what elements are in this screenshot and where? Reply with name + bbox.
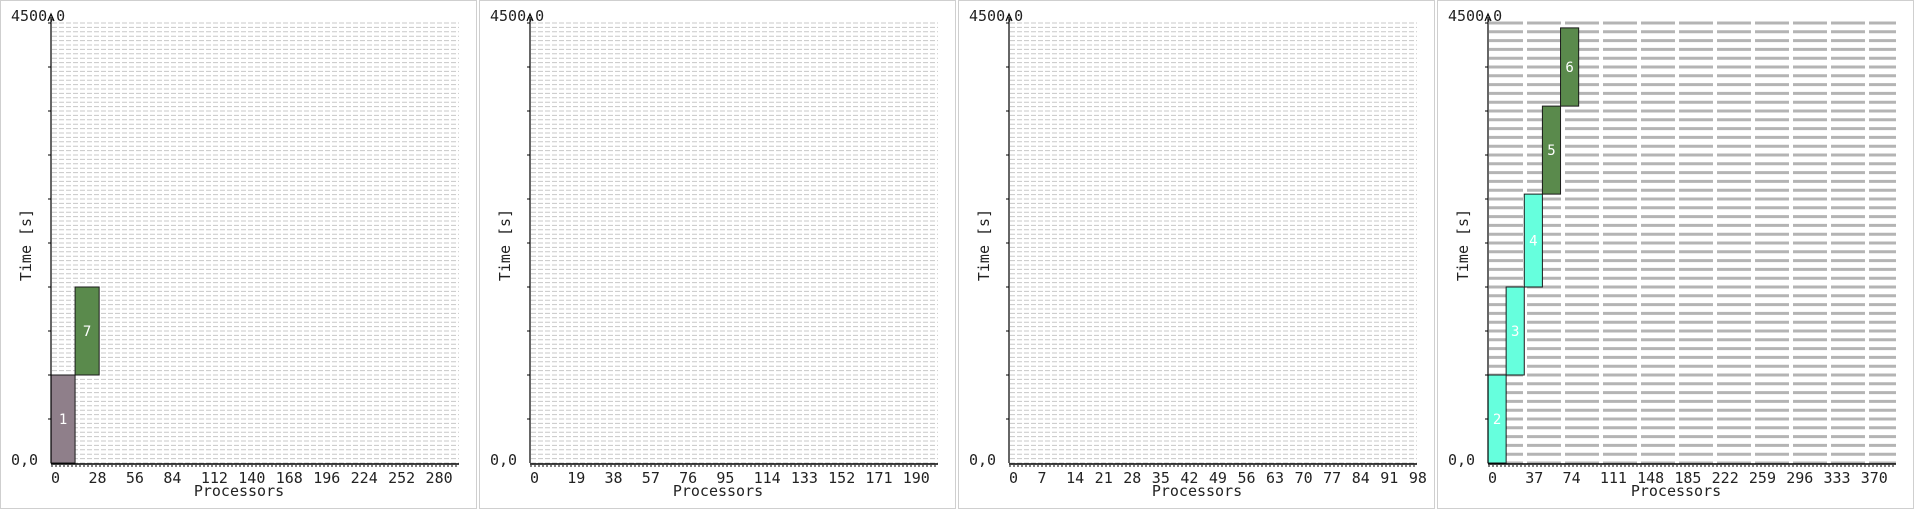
chart4-x-tick-label: 0 bbox=[1488, 469, 1497, 487]
chart2-x-tick-label: 114 bbox=[754, 469, 781, 487]
chart4-x-tick-label: 185 bbox=[1674, 469, 1701, 487]
chart1-x-tick-label: 84 bbox=[163, 469, 181, 487]
chart2-x-axis-label: Processors bbox=[673, 482, 763, 500]
chart3-x-tick-label: 7 bbox=[1038, 469, 1047, 487]
chart1-x-tick-label: 280 bbox=[426, 469, 453, 487]
chart2-y-min-label: 0,0 bbox=[490, 451, 517, 469]
chart3-y-min-label: 0,0 bbox=[969, 451, 996, 469]
chart1-x-tick-label: 140 bbox=[238, 469, 265, 487]
chart4-x-tick-label: 259 bbox=[1749, 469, 1776, 487]
chart4-job-4-bar bbox=[1523, 193, 1543, 288]
chart2-x-tick-label: 190 bbox=[903, 469, 930, 487]
chart-panel-3: 0 7 14 21 28 35 42 49 56 63 70 77 84 91 98 4500,0 0,0 Pro… bbox=[958, 0, 1435, 509]
chart2-x-tick-label: 152 bbox=[828, 469, 855, 487]
chart4-x-tick-label: 222 bbox=[1712, 469, 1739, 487]
chart1-x-tick-label: 168 bbox=[276, 469, 303, 487]
chart1-y-axis-arrow bbox=[47, 12, 55, 22]
chart2-x-tick-label: 19 bbox=[567, 469, 585, 487]
chart1-x-tick-label: 56 bbox=[126, 469, 144, 487]
chart3-x-axis-label: Processors bbox=[1152, 482, 1242, 500]
chart3-y-axis-arrow bbox=[1005, 12, 1013, 22]
chart3-x-tick-label: 42 bbox=[1180, 469, 1198, 487]
chart3-x-tick-label: 91 bbox=[1380, 469, 1398, 487]
chart2-x-tick-label: 0 bbox=[530, 469, 539, 487]
chart1-x-tick-label: 0 bbox=[51, 469, 60, 487]
chart1-y-axis-label: Time [s] bbox=[17, 209, 35, 281]
chart4-job-6-bar bbox=[1560, 27, 1580, 107]
chart4-y-axis-label: Time [s] bbox=[1454, 209, 1472, 281]
chart2-x-tick-label: 57 bbox=[642, 469, 660, 487]
chart4-job-2-label: 2 bbox=[1493, 412, 1501, 428]
chart4-job-3-bar bbox=[1505, 286, 1525, 376]
chart3-x-tick-label: 63 bbox=[1266, 469, 1284, 487]
chart4-x-tick-label: 111 bbox=[1600, 469, 1627, 487]
chart3-x-tick-label: 70 bbox=[1295, 469, 1313, 487]
chart-panel-4: 2 3 4 5 6 0 37 74 111 148 185 222 259 296 333 370 4500,0… bbox=[1437, 0, 1914, 509]
chart2-x-tick-label: 76 bbox=[679, 469, 697, 487]
chart1-job-7-label: 7 bbox=[83, 324, 91, 340]
chart4-x-axis-label: Processors bbox=[1631, 482, 1721, 500]
chart-svg-1: 1 7 0 28 56 84 112 140 168 196 224 252 280 4500,0 0,0 P… bbox=[11, 7, 459, 500]
chart1-x-tick-label: 28 bbox=[88, 469, 106, 487]
chart4-x-tick-label: 296 bbox=[1786, 469, 1813, 487]
chart4-job-5-label: 5 bbox=[1547, 143, 1555, 159]
chart3-x-tick-label: 84 bbox=[1352, 469, 1370, 487]
chart1-job-1-label: 1 bbox=[59, 412, 67, 428]
chart4-job-3-label: 3 bbox=[1511, 324, 1519, 340]
chart2-grid bbox=[531, 22, 938, 464]
chart4-y-axis-arrow bbox=[1484, 12, 1492, 22]
chart3-x-tick-label: 14 bbox=[1066, 469, 1084, 487]
chart2-x-tick-label: 38 bbox=[605, 469, 623, 487]
chart4-x-tick-label: 37 bbox=[1525, 469, 1543, 487]
chart3-x-tick-label: 77 bbox=[1323, 469, 1341, 487]
chart1-grid bbox=[52, 22, 459, 464]
chart1-x-tick-label: 112 bbox=[201, 469, 228, 487]
chart4-job-4-label: 4 bbox=[1529, 234, 1537, 250]
chart-panel-1: 1 7 0 28 56 84 112 140 168 196 224 252 280 4500,0 0,0 P… bbox=[0, 0, 477, 509]
chart1-y-max-label: 4500,0 bbox=[11, 7, 65, 25]
chart3-x-tick-label: 56 bbox=[1237, 469, 1255, 487]
chart4-y-max-label: 4500,0 bbox=[1448, 7, 1502, 25]
chart4-x-tick-label: 74 bbox=[1563, 469, 1581, 487]
chart4-y-min-label: 0,0 bbox=[1448, 451, 1475, 469]
chart2-y-axis-arrow bbox=[526, 12, 534, 22]
chart3-x-tick-label: 28 bbox=[1123, 469, 1141, 487]
chart4-job-6-label: 6 bbox=[1565, 60, 1573, 76]
chart2-x-tick-label: 171 bbox=[865, 469, 892, 487]
chart4-grid bbox=[1489, 21, 1896, 465]
chart2-x-tick-label: 95 bbox=[716, 469, 734, 487]
chart-svg-2: 0 19 38 57 76 95 114 133 152 171 190 4500,0 0,0 Proce… bbox=[490, 7, 938, 500]
chart1-y-min-label: 0,0 bbox=[11, 451, 38, 469]
chart3-grid bbox=[1010, 22, 1417, 464]
chart-svg-4: 2 3 4 5 6 0 37 74 111 148 185 222 259 296 333 370 4500,0… bbox=[1448, 7, 1896, 500]
chart1-x-axis-label: Processors bbox=[194, 482, 284, 500]
chart1-x-tick-label: 224 bbox=[351, 469, 378, 487]
chart-svg-3: 0 7 14 21 28 35 42 49 56 63 70 77 84 91 98 4500,0 0,0 Pro… bbox=[969, 7, 1427, 500]
chart3-y-max-label: 4500,0 bbox=[969, 7, 1023, 25]
chart3-y-axis-label: Time [s] bbox=[975, 209, 993, 281]
chart-panel-2: 0 19 38 57 76 95 114 133 152 171 190 4500,0 0,0 Proce… bbox=[479, 0, 956, 509]
chart4-x-tick-label: 370 bbox=[1861, 469, 1888, 487]
chart3-x-tick-label: 35 bbox=[1152, 469, 1170, 487]
chart4-job-5-bar bbox=[1541, 105, 1562, 195]
chart1-x-tick-label: 196 bbox=[313, 469, 340, 487]
chart3-x-tick-label: 21 bbox=[1095, 469, 1113, 487]
chart4-x-tick-label: 333 bbox=[1823, 469, 1850, 487]
chart3-x-tick-label: 0 bbox=[1009, 469, 1018, 487]
chart2-y-axis-label: Time [s] bbox=[496, 209, 514, 281]
chart1-job-1-bar bbox=[50, 374, 76, 464]
chart1-job-7-bar bbox=[74, 286, 100, 376]
chart4-x-tick-label: 148 bbox=[1637, 469, 1664, 487]
chart3-x-tick-label: 49 bbox=[1209, 469, 1227, 487]
chart3-x-tick-label: 98 bbox=[1409, 469, 1427, 487]
chart2-y-max-label: 4500,0 bbox=[490, 7, 544, 25]
chart2-x-tick-label: 133 bbox=[791, 469, 818, 487]
chart1-x-tick-label: 252 bbox=[388, 469, 415, 487]
